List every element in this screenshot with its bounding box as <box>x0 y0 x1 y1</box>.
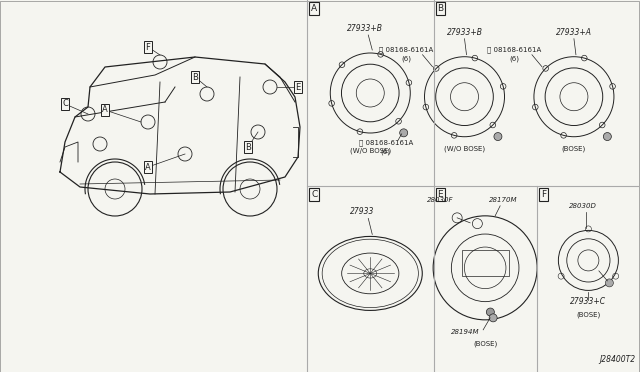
Text: (BOSE): (BOSE) <box>562 146 586 152</box>
Text: B: B <box>192 73 198 81</box>
Text: F: F <box>145 42 150 51</box>
Text: 27933+A: 27933+A <box>556 28 592 37</box>
Text: Ⓝ 08168-6161A: Ⓝ 08168-6161A <box>380 47 434 53</box>
Text: 27933+C: 27933+C <box>570 297 607 307</box>
Text: A: A <box>102 106 108 115</box>
Text: Ⓝ 08168-6161A: Ⓝ 08168-6161A <box>487 47 541 53</box>
Text: E: E <box>296 83 301 92</box>
Circle shape <box>494 132 502 141</box>
Text: F: F <box>541 190 546 199</box>
Text: 28030D: 28030D <box>570 203 597 209</box>
Text: (BOSE): (BOSE) <box>576 311 600 318</box>
Circle shape <box>604 132 611 141</box>
Bar <box>461 250 509 276</box>
Text: 27933+B: 27933+B <box>447 28 483 37</box>
Text: B: B <box>438 4 444 13</box>
Text: A: A <box>311 4 317 13</box>
Text: C: C <box>311 190 317 199</box>
Text: (6): (6) <box>381 149 390 155</box>
Text: J28400T2: J28400T2 <box>599 355 635 364</box>
Text: A: A <box>145 163 151 171</box>
Text: 27933: 27933 <box>350 208 374 217</box>
Text: (6): (6) <box>509 56 519 62</box>
Text: (W/O BOSE): (W/O BOSE) <box>444 146 485 152</box>
Text: 27933+B: 27933+B <box>348 24 383 33</box>
Text: Ⓝ 08168-6161A: Ⓝ 08168-6161A <box>358 140 413 147</box>
Circle shape <box>489 314 497 322</box>
Text: (6): (6) <box>401 56 412 62</box>
Text: (BOSE): (BOSE) <box>473 341 497 347</box>
Text: B: B <box>245 142 251 151</box>
Text: C: C <box>62 99 68 109</box>
Text: 28194M: 28194M <box>451 329 479 335</box>
Text: (W/O BOSE): (W/O BOSE) <box>349 148 391 154</box>
Text: 28030F: 28030F <box>427 197 453 203</box>
Circle shape <box>486 308 494 316</box>
Circle shape <box>400 129 408 137</box>
Text: 28170M: 28170M <box>489 197 517 203</box>
Text: E: E <box>438 190 443 199</box>
Circle shape <box>605 279 613 287</box>
